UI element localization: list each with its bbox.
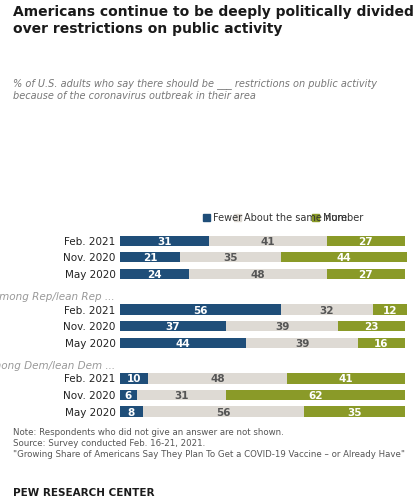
Text: 12: 12 <box>383 305 397 315</box>
Text: May 2020: May 2020 <box>65 338 116 348</box>
Text: 62: 62 <box>308 390 323 400</box>
Bar <box>189 269 327 280</box>
Text: May 2020: May 2020 <box>65 407 116 417</box>
Bar <box>373 305 407 315</box>
Bar <box>137 390 226 400</box>
Text: 31: 31 <box>157 236 171 246</box>
Text: Among Dem/lean Dem ...: Among Dem/lean Dem ... <box>0 360 116 370</box>
Bar <box>359 338 404 348</box>
Text: 48: 48 <box>210 374 225 384</box>
Text: 35: 35 <box>223 253 238 263</box>
Bar <box>327 236 404 246</box>
Text: Fewer: Fewer <box>213 213 242 223</box>
Text: Nov. 2020: Nov. 2020 <box>63 253 116 263</box>
Text: 6: 6 <box>125 390 132 400</box>
Text: Note: Respondents who did not give an answer are not shown.
Source: Survey condu: Note: Respondents who did not give an an… <box>13 427 404 458</box>
Text: 44: 44 <box>176 338 190 348</box>
Bar <box>339 321 404 332</box>
Bar <box>180 253 281 263</box>
Bar <box>120 305 281 315</box>
Text: 31: 31 <box>174 390 189 400</box>
Text: 35: 35 <box>347 407 362 417</box>
Text: 8: 8 <box>128 407 135 417</box>
Text: More: More <box>323 213 346 223</box>
Bar <box>286 374 404 384</box>
Bar <box>149 374 286 384</box>
Text: Americans continue to be deeply politically divided
over restrictions on public : Americans continue to be deeply politica… <box>13 5 413 36</box>
Bar <box>327 269 404 280</box>
Bar <box>120 338 246 348</box>
Text: Among Rep/lean Rep ...: Among Rep/lean Rep ... <box>0 292 116 302</box>
Bar <box>120 269 189 280</box>
Text: 56: 56 <box>216 407 231 417</box>
Bar <box>120 390 137 400</box>
Text: Nov. 2020: Nov. 2020 <box>63 322 116 332</box>
Bar <box>281 305 373 315</box>
Bar <box>209 236 327 246</box>
Text: 27: 27 <box>358 270 373 280</box>
Bar <box>304 407 404 417</box>
Text: Feb. 2021: Feb. 2021 <box>64 236 116 246</box>
Bar <box>120 374 149 384</box>
Bar <box>226 321 339 332</box>
Text: 39: 39 <box>275 322 289 332</box>
Text: 44: 44 <box>337 253 352 263</box>
Text: About the same number: About the same number <box>244 213 364 223</box>
Text: 23: 23 <box>364 322 379 332</box>
Text: Feb. 2021: Feb. 2021 <box>64 305 116 315</box>
Text: 37: 37 <box>165 322 180 332</box>
Text: 27: 27 <box>358 236 373 246</box>
Text: 16: 16 <box>374 338 389 348</box>
Text: 24: 24 <box>147 270 162 280</box>
Text: May 2020: May 2020 <box>65 270 116 280</box>
Text: 56: 56 <box>193 305 207 315</box>
Text: PEW RESEARCH CENTER: PEW RESEARCH CENTER <box>13 487 154 497</box>
Text: 10: 10 <box>127 374 142 384</box>
Bar <box>226 390 404 400</box>
Bar <box>246 338 359 348</box>
Bar <box>120 253 180 263</box>
Bar <box>120 407 143 417</box>
Text: Nov. 2020: Nov. 2020 <box>63 390 116 400</box>
Text: 39: 39 <box>295 338 310 348</box>
Text: 32: 32 <box>320 305 334 315</box>
Text: 21: 21 <box>143 253 157 263</box>
Text: 48: 48 <box>250 270 265 280</box>
Text: Feb. 2021: Feb. 2021 <box>64 374 116 384</box>
Text: % of U.S. adults who say there should be ___ restrictions on public activity
bec: % of U.S. adults who say there should be… <box>13 78 377 101</box>
Text: 41: 41 <box>260 236 275 246</box>
Bar <box>120 236 209 246</box>
Bar <box>281 253 407 263</box>
Bar <box>120 321 226 332</box>
Text: 41: 41 <box>338 374 353 384</box>
Bar <box>143 407 304 417</box>
